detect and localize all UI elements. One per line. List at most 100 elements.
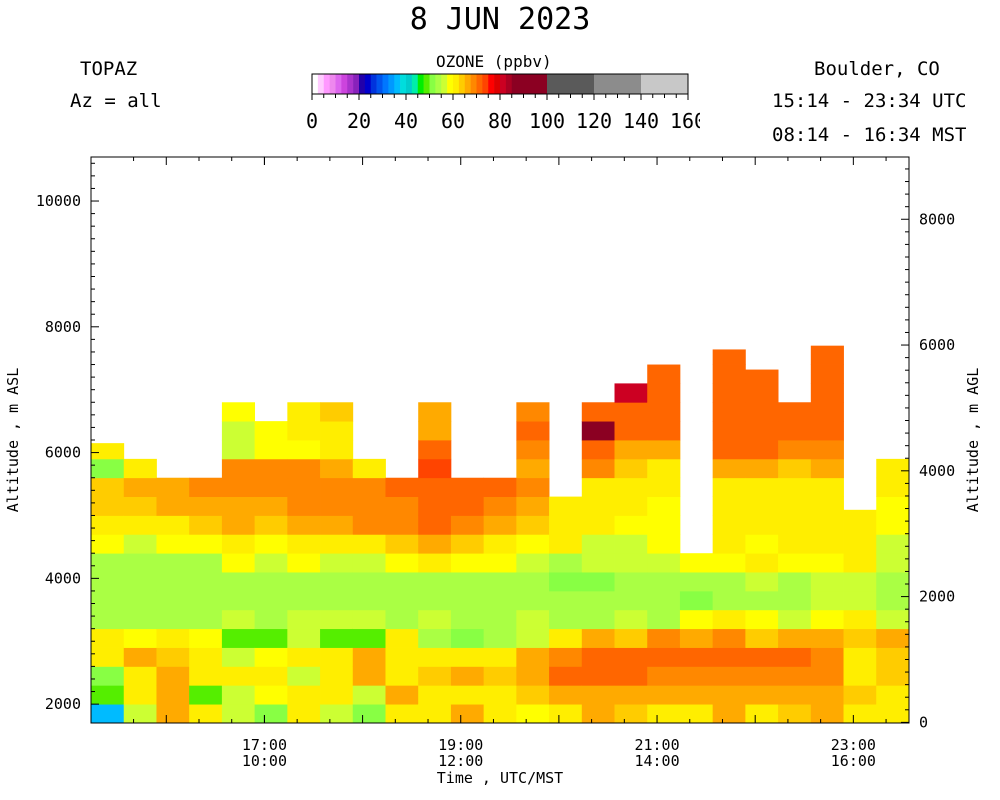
heatmap-cell — [156, 534, 190, 554]
heatmap-cell — [581, 666, 615, 686]
heatmap-cell — [287, 572, 321, 592]
heatmap-cell — [843, 647, 877, 667]
heatmap-cell — [189, 590, 223, 611]
heatmap-cell — [712, 440, 746, 460]
heatmap-cell — [221, 402, 256, 422]
heatmap-cell — [712, 349, 746, 365]
azimuth-label: Az = all — [70, 90, 162, 112]
heatmap-cell — [516, 553, 550, 573]
heatmap-cell — [450, 534, 485, 554]
heatmap-cell — [876, 704, 910, 724]
heatmap-cell — [712, 590, 746, 611]
heatmap-cell — [876, 666, 910, 686]
mst-time-range: 08:14 - 16:34 MST — [772, 124, 967, 146]
y-right-tick-label: 8000 — [919, 210, 955, 228]
heatmap-cell — [254, 647, 288, 667]
heatmap-cell — [352, 458, 386, 479]
heatmap-cell — [712, 458, 746, 479]
heatmap-cell — [221, 477, 256, 497]
heatmap-cell — [843, 628, 877, 648]
heatmap-cell — [810, 458, 844, 479]
heatmap-cell — [221, 590, 256, 611]
heatmap-cell — [385, 590, 419, 611]
x-tick-label-utc: 21:00 — [634, 736, 679, 754]
heatmap-cell — [745, 628, 779, 648]
heatmap-cell — [516, 534, 550, 554]
heatmap-cell — [123, 647, 157, 667]
heatmap-cell — [287, 534, 321, 554]
heatmap-cell — [581, 685, 615, 705]
heatmap-cell — [778, 458, 812, 479]
heatmap-cell — [614, 704, 648, 724]
heatmap-cell — [679, 685, 714, 705]
heatmap-cell — [843, 666, 877, 686]
heatmap-cell — [810, 383, 844, 403]
heatmap-cell — [483, 534, 517, 554]
heatmap-cell — [352, 496, 386, 516]
heatmap-cell — [876, 572, 910, 592]
heatmap-cell — [418, 647, 452, 667]
heatmap-cell — [156, 647, 190, 667]
heatmap-cell — [549, 609, 583, 630]
heatmap-cell — [418, 609, 452, 630]
heatmap-cell — [287, 440, 321, 460]
heatmap-cell — [287, 685, 321, 705]
colorbar-segment — [376, 74, 383, 94]
heatmap-cell — [843, 509, 877, 516]
heatmap-cell — [385, 477, 419, 497]
heatmap-cell — [254, 458, 288, 479]
heatmap-cell — [778, 477, 812, 497]
x-tick-label-mst: 16:00 — [831, 752, 876, 770]
heatmap-cell — [843, 572, 877, 592]
heatmap-cell — [778, 515, 812, 535]
heatmap-cell — [352, 590, 386, 611]
x-tick-label-utc: 23:00 — [831, 736, 876, 754]
heatmap-cell — [679, 609, 714, 630]
heatmap-cell — [778, 685, 812, 705]
heatmap-cell — [679, 666, 714, 686]
heatmap-cell — [418, 666, 452, 686]
heatmap-cell — [418, 628, 452, 648]
heatmap-cell — [189, 685, 223, 705]
heatmap-cell — [647, 402, 681, 422]
heatmap-cell — [221, 704, 256, 724]
heatmap-cell — [385, 572, 419, 592]
heatmap-cell — [516, 477, 550, 497]
heatmap-cell — [320, 666, 354, 686]
colorbar-segment — [329, 74, 336, 94]
colorbar-segment — [312, 74, 319, 94]
colorbar-segment — [382, 74, 389, 94]
colorbar-tick-label: 20 — [347, 109, 371, 133]
heatmap-cell — [516, 496, 550, 516]
heatmap-cell — [516, 458, 550, 479]
heatmap-cell — [647, 553, 681, 573]
heatmap-cell — [614, 383, 648, 403]
heatmap-cell — [287, 477, 321, 497]
heatmap-cell — [614, 685, 648, 705]
heatmap-cell — [778, 572, 812, 592]
y-left-tick-label: 8000 — [45, 318, 81, 336]
heatmap-cell — [385, 704, 419, 724]
heatmap-cell — [450, 515, 485, 535]
heatmap-cell — [91, 609, 125, 630]
heatmap-cell — [385, 515, 419, 535]
heatmap-cell — [581, 704, 615, 724]
heatmap-cell — [647, 572, 681, 592]
heatmap-cell — [483, 477, 517, 497]
heatmap-cell — [352, 515, 386, 535]
colorbar-segment — [435, 74, 442, 94]
heatmap-cell — [614, 647, 648, 667]
heatmap-cell — [287, 402, 321, 422]
heatmap-cell — [418, 440, 452, 460]
heatmap-cell — [450, 590, 485, 611]
heatmap-cell — [320, 440, 354, 460]
y-left-tick-label: 2000 — [45, 695, 81, 713]
heatmap-cell — [778, 534, 812, 554]
chart-title: 8 JUN 2023 — [409, 2, 591, 37]
heatmap-cell — [123, 704, 157, 724]
heatmap-cell — [647, 609, 681, 630]
heatmap-cell — [516, 647, 550, 667]
heatmap-cell — [254, 572, 288, 592]
heatmap-cell — [778, 421, 812, 441]
